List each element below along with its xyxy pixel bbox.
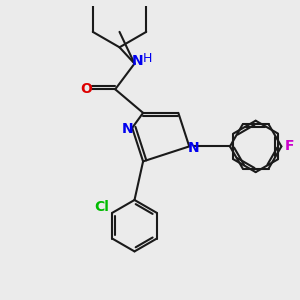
Text: H: H <box>143 52 152 65</box>
Text: N: N <box>132 54 143 68</box>
Text: F: F <box>284 140 294 153</box>
Text: N: N <box>122 122 134 136</box>
Text: O: O <box>80 82 92 96</box>
Text: N: N <box>188 141 199 155</box>
Text: Cl: Cl <box>94 200 109 214</box>
